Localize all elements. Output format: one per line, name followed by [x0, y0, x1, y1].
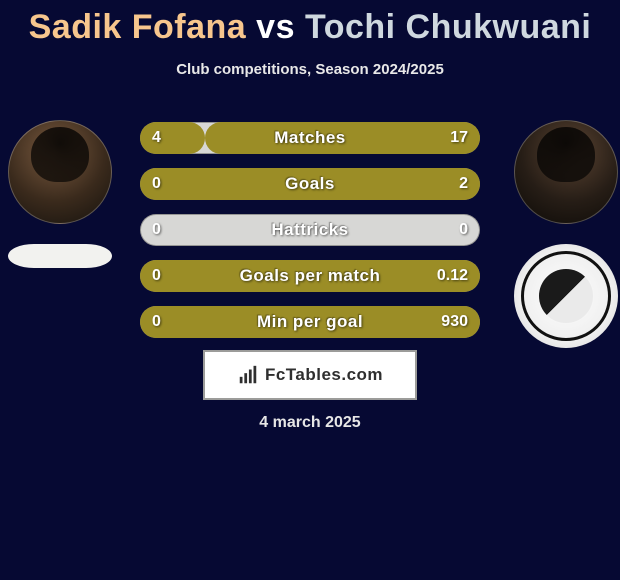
player2-avatar	[514, 120, 618, 224]
left-column	[8, 120, 112, 268]
stat-row: 00.12Goals per match	[140, 260, 480, 292]
date-text: 4 march 2025	[0, 414, 620, 432]
brand-box: FcTables.com	[203, 350, 417, 400]
stat-label: Min per goal	[140, 306, 480, 338]
player2-club-badge	[514, 244, 618, 348]
stat-label: Goals	[140, 168, 480, 200]
stat-label: Goals per match	[140, 260, 480, 292]
right-column	[514, 120, 618, 348]
stat-bars: 417Matches 02Goals 00Hattricks 00.12Goals p…	[140, 122, 480, 338]
page-title: Sadik Fofana vs Tochi Chukwuani	[0, 0, 620, 47]
stat-row: 00Hattricks	[140, 214, 480, 246]
title-player2: Tochi Chukwuani	[305, 8, 591, 46]
subtitle: Club competitions, Season 2024/2025	[0, 61, 620, 78]
player1-club-badge	[8, 244, 112, 268]
title-vs: vs	[256, 8, 295, 46]
brand-text: FcTables.com	[265, 365, 383, 385]
player1-avatar	[8, 120, 112, 224]
stat-row: 02Goals	[140, 168, 480, 200]
stat-row: 417Matches	[140, 122, 480, 154]
chart-icon	[237, 364, 259, 386]
stat-label: Matches	[140, 122, 480, 154]
stat-row: 0930Min per goal	[140, 306, 480, 338]
stat-label: Hattricks	[140, 214, 480, 246]
title-player1: Sadik Fofana	[29, 8, 247, 46]
